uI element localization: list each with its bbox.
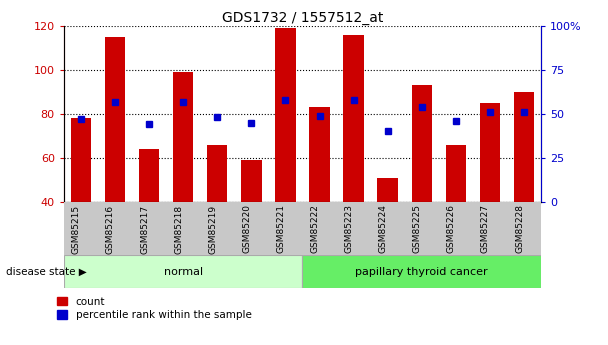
Text: GSM85220: GSM85220	[243, 205, 251, 254]
Text: GSM85217: GSM85217	[140, 205, 149, 254]
Bar	[139, 149, 159, 202]
Bar	[241, 160, 261, 202]
Bar	[275, 28, 295, 202]
Text: papillary thyroid cancer: papillary thyroid cancer	[356, 267, 488, 277]
Text: GSM85221: GSM85221	[277, 205, 285, 254]
Title: GDS1732 / 1557512_at: GDS1732 / 1557512_at	[222, 11, 383, 25]
Bar	[446, 145, 466, 202]
Bar	[378, 178, 398, 202]
Bar	[514, 92, 534, 202]
Bar	[303, 255, 541, 288]
Text: GSM85224: GSM85224	[379, 205, 388, 253]
Legend: count, percentile rank within the sample: count, percentile rank within the sample	[57, 297, 252, 320]
Bar	[207, 145, 227, 202]
Bar	[412, 85, 432, 202]
Bar	[480, 103, 500, 202]
Text: disease state ▶: disease state ▶	[6, 267, 87, 277]
Text: GSM85219: GSM85219	[209, 205, 217, 254]
Text: GSM85225: GSM85225	[413, 205, 422, 254]
Bar	[71, 118, 91, 202]
Text: GSM85222: GSM85222	[311, 205, 320, 253]
Bar	[344, 35, 364, 202]
Text: GSM85218: GSM85218	[174, 205, 183, 254]
Bar	[105, 37, 125, 202]
Bar	[173, 72, 193, 202]
Text: GSM85227: GSM85227	[481, 205, 490, 254]
Text: GSM85216: GSM85216	[106, 205, 115, 254]
Text: GSM85215: GSM85215	[72, 205, 81, 254]
Bar	[309, 107, 330, 202]
Text: GSM85226: GSM85226	[447, 205, 456, 254]
Text: GSM85223: GSM85223	[345, 205, 354, 254]
Bar	[64, 255, 303, 288]
Text: normal: normal	[164, 267, 202, 277]
Text: GSM85228: GSM85228	[515, 205, 524, 254]
